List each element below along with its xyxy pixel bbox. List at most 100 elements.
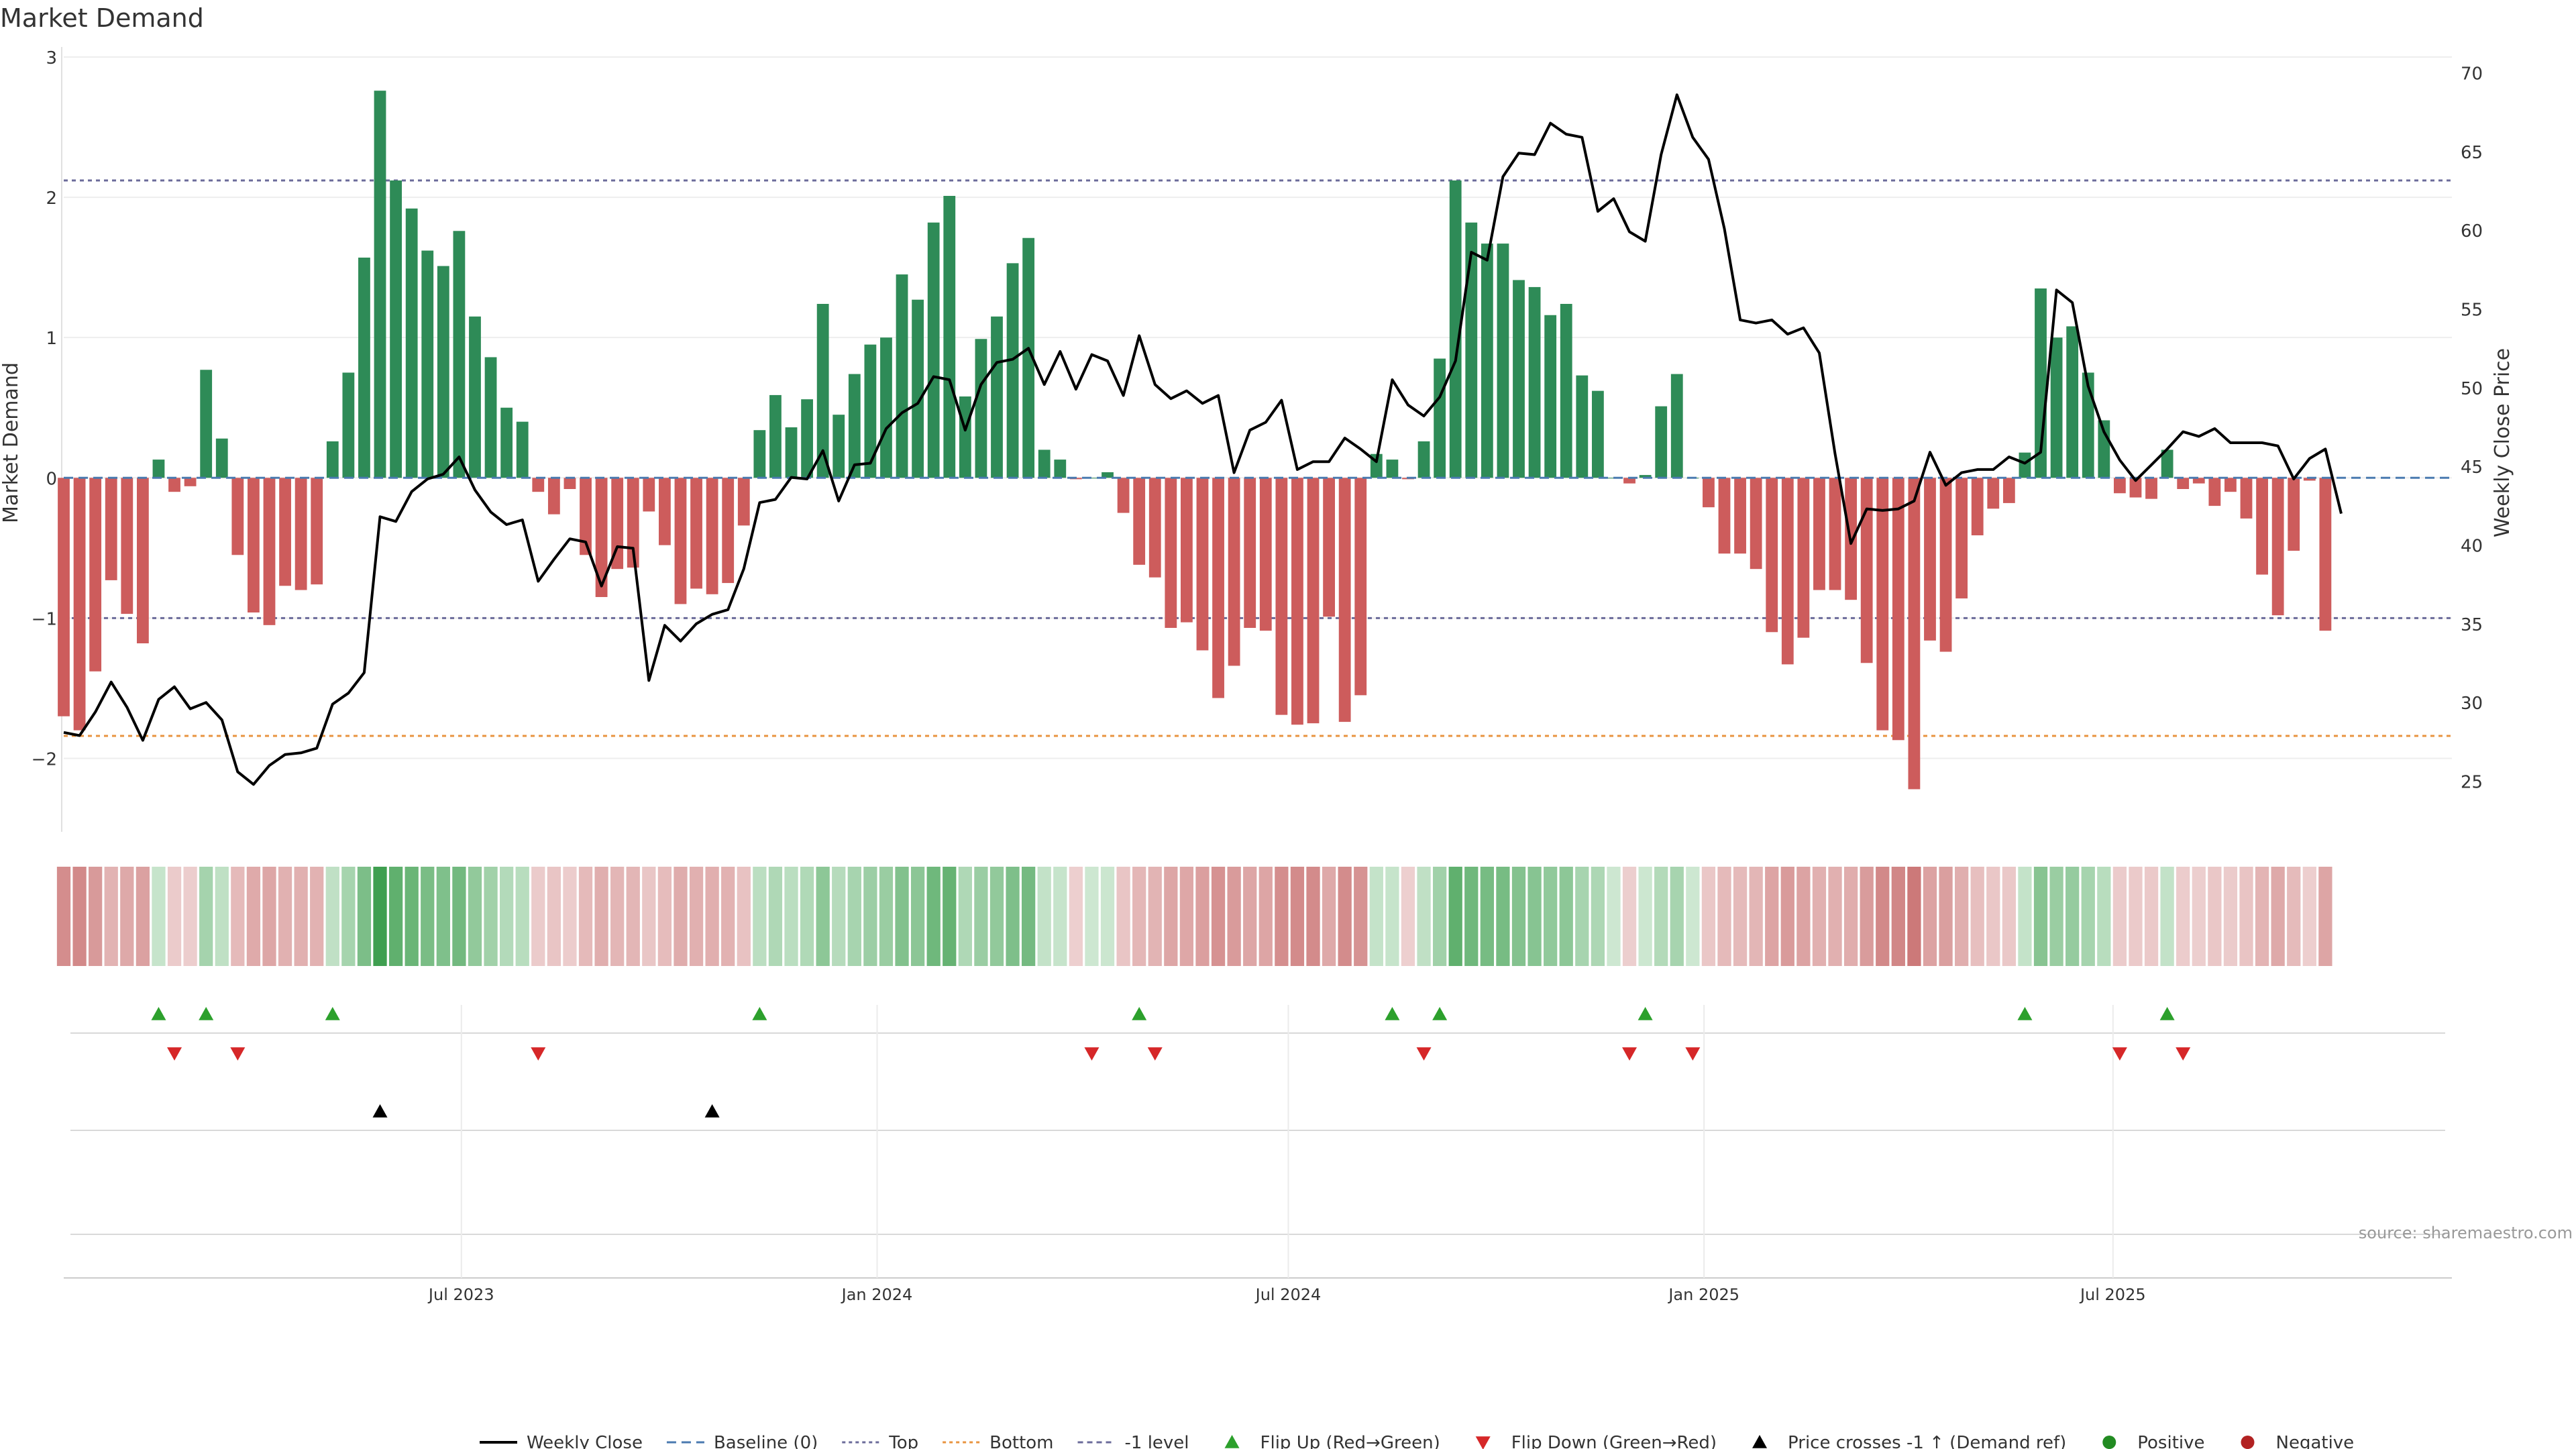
demand-heat-cell — [1717, 867, 1731, 966]
demand-heat-cell — [1686, 867, 1700, 966]
demand-bar — [2288, 478, 2300, 551]
demand-heat-cell — [468, 867, 482, 966]
demand-heat-cell — [910, 867, 925, 966]
demand-heat-cell — [262, 867, 276, 966]
demand-heat-cell — [2097, 867, 2111, 966]
demand-bar — [1750, 478, 1762, 570]
demand-bar — [294, 478, 307, 590]
demand-heat-cell — [1369, 867, 1383, 966]
demand-bar — [469, 316, 481, 478]
demand-heat-cell — [1258, 867, 1273, 966]
demand-bar — [564, 478, 576, 489]
flip-down-marker — [230, 1047, 246, 1061]
demand-heat-cell — [515, 867, 529, 966]
flip-up-marker — [1432, 1007, 1448, 1020]
y-tick-label-right: 50 — [2461, 379, 2483, 399]
demand-heat-cell — [1085, 867, 1099, 966]
demand-bar — [848, 374, 861, 478]
demand-heat-cell — [1559, 867, 1573, 966]
demand-bar — [927, 222, 940, 478]
demand-heat-cell — [72, 867, 87, 966]
demand-heat-cell — [657, 867, 672, 966]
demand-bar — [500, 407, 513, 478]
demand-heat-cell — [2287, 867, 2301, 966]
demand-heat-cell — [847, 867, 861, 966]
demand-bar — [1781, 478, 1794, 665]
demand-heat-cell — [1939, 867, 1953, 966]
demand-heat-cell — [1290, 867, 1305, 966]
y-tick-label-right: 30 — [2461, 694, 2483, 714]
demand-heat-cell — [1195, 867, 1210, 966]
demand-heat-cell — [388, 867, 403, 966]
demand-heat-cell — [1955, 867, 1969, 966]
demand-bar — [136, 478, 149, 643]
y-tick-label-right: 25 — [2461, 773, 2483, 793]
legend-label: Top — [888, 1433, 918, 1449]
demand-heat-cell — [1733, 867, 1748, 966]
demand-bar — [1892, 478, 1904, 741]
x-tick-label: Jul 2025 — [2079, 1285, 2146, 1304]
flip-down-marker — [1147, 1047, 1163, 1061]
demand-bar — [1465, 222, 1478, 478]
demand-heat-cell — [1986, 867, 2000, 966]
demand-heat-cell — [1322, 867, 1336, 966]
demand-heat-cell — [1638, 867, 1652, 966]
demand-bar — [1955, 478, 1968, 599]
demand-bar — [1703, 478, 1715, 508]
demand-bar — [547, 478, 560, 515]
legend-label: Weekly Close — [527, 1433, 643, 1449]
demand-heat-cell — [2049, 867, 2063, 966]
legend-label: Flip Down (Green→Red) — [1511, 1433, 1717, 1449]
demand-heat-cell — [1575, 867, 1589, 966]
demand-bar — [1718, 478, 1731, 554]
demand-bar — [326, 441, 339, 478]
demand-heat-cell — [1780, 867, 1794, 966]
demand-bar — [1481, 244, 1493, 478]
demand-heat-cell — [452, 867, 466, 966]
demand-heat-cell — [2255, 867, 2269, 966]
price-cross-marker — [372, 1104, 388, 1118]
demand-bar — [627, 478, 639, 568]
demand-heat-cell — [974, 867, 988, 966]
demand-heat-cell — [1496, 867, 1510, 966]
legend-label: Negative — [2276, 1433, 2355, 1449]
demand-heat-cell — [231, 867, 245, 966]
flip-down-marker — [167, 1047, 182, 1061]
demand-heat-cell — [1053, 867, 1067, 966]
demand-bar — [105, 478, 117, 580]
demand-heat-cell — [1006, 867, 1020, 966]
demand-bar — [943, 196, 956, 478]
demand-bar — [168, 478, 180, 492]
demand-bar — [1908, 478, 1921, 790]
demand-heat-cell — [816, 867, 830, 966]
demand-heat-cell — [1480, 867, 1494, 966]
demand-heat-cell — [2302, 867, 2316, 966]
demand-bar — [658, 478, 671, 545]
demand-bar — [358, 258, 370, 478]
demand-heat-cell — [357, 867, 372, 966]
demand-heat-cell — [294, 867, 308, 966]
demand-heat-cell — [1069, 867, 1083, 966]
flip-down-marker — [1685, 1047, 1701, 1061]
demand-bar — [484, 357, 497, 478]
flip-up-marker — [2017, 1007, 2033, 1020]
flip-down-marker — [1622, 1047, 1638, 1061]
demand-heat-cell — [2208, 867, 2222, 966]
demand-heat-cell — [547, 867, 561, 966]
flip-down-marker — [2112, 1047, 2127, 1061]
demand-bar — [912, 299, 924, 478]
legend-label: Flip Up (Red→Green) — [1260, 1433, 1440, 1449]
demand-bar — [1497, 244, 1509, 478]
flip-down-marker — [531, 1047, 546, 1061]
legend-symbol — [1475, 1436, 1491, 1449]
demand-heat-cell — [1243, 867, 1257, 966]
demand-bar — [1417, 441, 1430, 478]
demand-bar — [722, 478, 735, 584]
demand-heat-cell — [1179, 867, 1194, 966]
y-tick-label-left: 2 — [46, 189, 57, 209]
flip-down-marker — [2176, 1047, 2191, 1061]
demand-bar — [2019, 452, 2031, 478]
demand-bar — [769, 394, 782, 478]
x-tick-label: Jan 2024 — [841, 1285, 913, 1304]
demand-heat-cell — [1275, 867, 1289, 966]
